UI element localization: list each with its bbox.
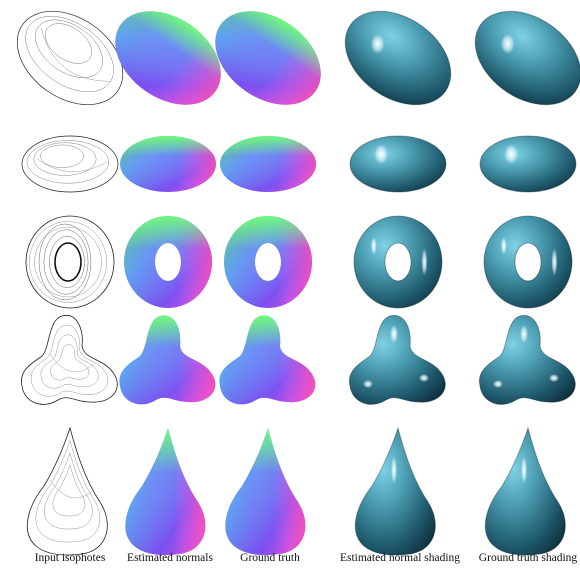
column-label-estimated-normals: Estimated normals bbox=[127, 552, 213, 564]
ellipsoid-flat-ground-truth-shading-render bbox=[479, 135, 577, 193]
teardrop-estimated-normals-render bbox=[125, 428, 206, 556]
torus-estimated-shading-render bbox=[353, 215, 443, 309]
ellipsoid-flat-ground-truth-normals-render bbox=[220, 136, 316, 192]
torus-ground-truth-shading-render bbox=[483, 215, 573, 309]
column-label-estimated-normal-shading: Estimated normal shading bbox=[339, 552, 461, 564]
blob-isophotes-render bbox=[20, 315, 118, 405]
ellipsoid-tilted-estimated-shading-render bbox=[344, 10, 452, 106]
column-label-ground-truth: Ground truth bbox=[240, 552, 300, 564]
blob-estimated-shading-render bbox=[348, 314, 446, 405]
teardrop-ground-truth-shading-render bbox=[484, 426, 566, 556]
ellipsoid-flat-estimated-shading-render bbox=[349, 135, 447, 193]
ellipsoid-flat-estimated-normals-render bbox=[120, 136, 216, 192]
torus-estimated-normals-render bbox=[124, 216, 212, 308]
teardrop-isophotes-render bbox=[27, 426, 108, 556]
ellipsoid-flat-isophotes-render bbox=[21, 135, 119, 193]
teardrop-estimated-shading-render bbox=[354, 426, 436, 556]
blob-ground-truth-normals-render bbox=[219, 315, 316, 405]
blob-ground-truth-shading-render bbox=[478, 314, 576, 405]
column-label-ground-truth-shading: Ground truth shading bbox=[478, 552, 578, 564]
ellipsoid-tilted-ground-truth-normals-render bbox=[215, 11, 321, 105]
ellipsoid-tilted-ground-truth-shading-render bbox=[474, 10, 580, 106]
column-label-input-isophotes: Input isophotes bbox=[34, 552, 106, 564]
torus-ground-truth-normals-render bbox=[224, 216, 312, 308]
ellipsoid-tilted-estimated-normals-render bbox=[115, 11, 221, 105]
ellipsoid-tilted-isophotes-render bbox=[16, 10, 124, 106]
torus-isophotes-render bbox=[25, 215, 115, 309]
teardrop-ground-truth-normals-render bbox=[225, 428, 306, 556]
blob-estimated-normals-render bbox=[119, 315, 216, 405]
